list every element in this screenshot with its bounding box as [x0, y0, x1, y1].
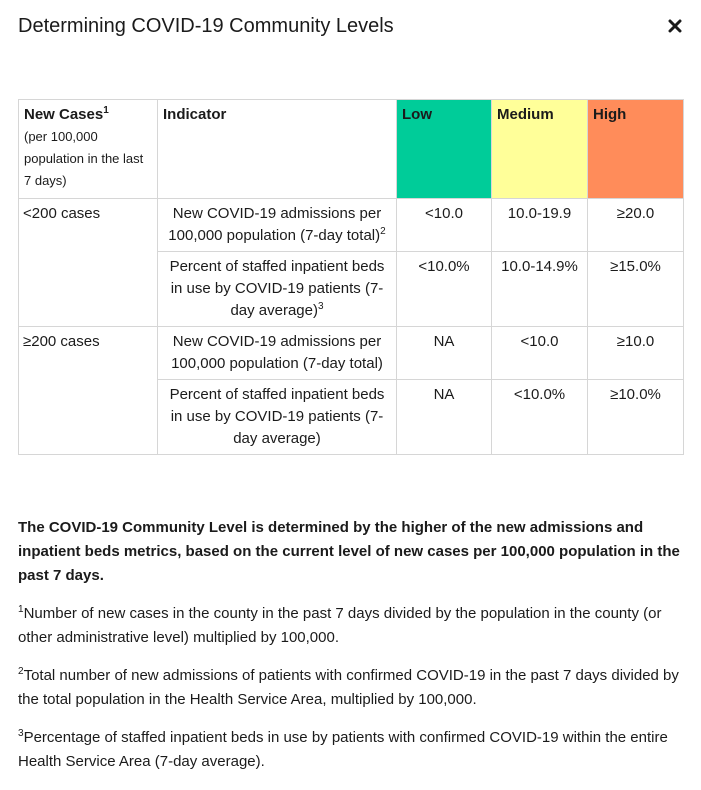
table-row: Percent of staffed inpatient beds in use…	[19, 379, 684, 455]
indicator-text: New COVID-19 admissions per 100,000 popu…	[171, 333, 383, 372]
header-indicator: Indicator	[157, 99, 397, 199]
medium-value: <10.0	[491, 326, 588, 380]
close-icon	[668, 19, 682, 33]
close-button[interactable]	[664, 15, 686, 37]
high-value: ≥15.0%	[587, 251, 684, 327]
high-value: ≥20.0	[587, 198, 684, 252]
footnote-text: Number of new cases in the county in the…	[18, 605, 662, 646]
header-new-cases: New Cases1 (per 100,000 population in th…	[18, 99, 158, 199]
low-value: NA	[396, 326, 492, 380]
footnote-number: 3	[18, 728, 24, 739]
low-value: <10.0	[396, 198, 492, 252]
header-low: Low	[396, 99, 492, 199]
header-new-cases-label: New Cases	[24, 106, 104, 123]
high-value: ≥10.0	[587, 326, 684, 380]
medium-value: 10.0-19.9	[491, 198, 588, 252]
notes-section: The COVID-19 Community Level is determin…	[18, 516, 683, 788]
footnote-text: Total number of new admissions of patien…	[18, 667, 679, 708]
low-value: NA	[396, 379, 492, 455]
low-value: <10.0%	[396, 251, 492, 327]
footnote-ref-2: 2	[380, 226, 386, 237]
group-label-under-200: <200 cases	[18, 198, 158, 327]
community-levels-table: New Cases1 (per 100,000 population in th…	[18, 99, 684, 455]
footnote-text: Percentage of staffed inpatient beds in …	[18, 729, 668, 770]
medium-value: 10.0-14.9%	[491, 251, 588, 327]
indicator-cell: Percent of staffed inpatient beds in use…	[157, 379, 397, 455]
dialog-title: Determining COVID-19 Community Levels	[18, 15, 394, 37]
footnote-2: 2Total number of new admissions of patie…	[18, 664, 683, 712]
indicator-text: Percent of staffed inpatient beds in use…	[169, 386, 385, 447]
indicator-text: New COVID-19 admissions per 100,000 popu…	[168, 205, 382, 244]
indicator-text: Percent of staffed inpatient beds in use…	[169, 258, 385, 319]
indicator-cell: New COVID-19 admissions per 100,000 popu…	[157, 198, 397, 252]
group-label-200-plus: ≥200 cases	[18, 326, 158, 455]
table-row: <200 cases New COVID-19 admissions per 1…	[18, 198, 684, 327]
high-value: ≥10.0%	[587, 379, 684, 455]
indicator-cell: Percent of staffed inpatient beds in use…	[157, 251, 397, 327]
summary-text: The COVID-19 Community Level is determin…	[18, 519, 680, 584]
footnote-1: 1Number of new cases in the county in th…	[18, 602, 683, 650]
header-medium: Medium	[491, 99, 588, 199]
header-high: High	[587, 99, 684, 199]
footnote-3: 3Percentage of staffed inpatient beds in…	[18, 726, 683, 774]
indicator-cell: New COVID-19 admissions per 100,000 popu…	[157, 326, 397, 380]
table-header-row: New Cases1 (per 100,000 population in th…	[18, 99, 684, 199]
table-row: Percent of staffed inpatient beds in use…	[19, 251, 684, 327]
footnote-number: 1	[18, 604, 24, 615]
header-new-cases-subtitle: (per 100,000 population in the last 7 da…	[24, 129, 144, 188]
footnote-ref-1: 1	[103, 105, 109, 116]
footnote-ref-3: 3	[318, 301, 324, 312]
table-row: ≥200 cases New COVID-19 admissions per 1…	[18, 326, 684, 455]
footnote-number: 2	[18, 666, 24, 677]
medium-value: <10.0%	[491, 379, 588, 455]
